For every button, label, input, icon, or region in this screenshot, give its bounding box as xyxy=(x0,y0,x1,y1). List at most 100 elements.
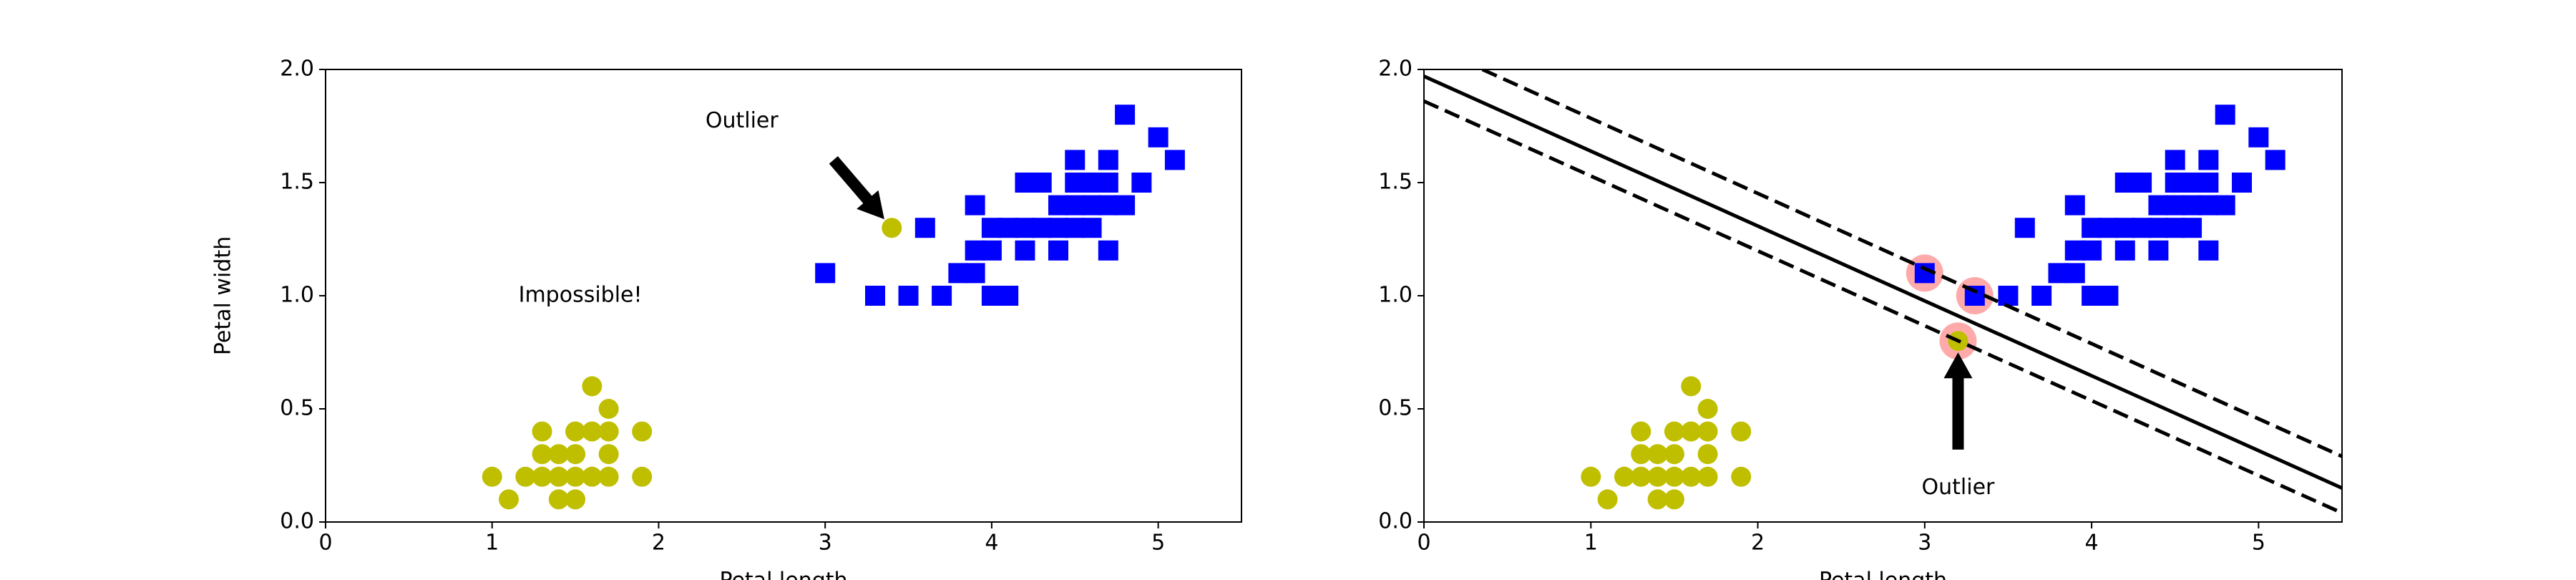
x-tick-label: 2 xyxy=(652,531,665,556)
y-tick-label: 0.0 xyxy=(1378,509,1413,534)
point xyxy=(2215,195,2235,216)
point xyxy=(898,286,919,306)
point xyxy=(1015,240,1035,261)
point xyxy=(565,444,586,465)
annotation: Outlier xyxy=(1922,475,1996,500)
point xyxy=(565,489,586,510)
point xyxy=(582,421,602,442)
point xyxy=(2265,150,2285,170)
y-tick-label: 1.0 xyxy=(1378,283,1413,308)
point xyxy=(998,286,1019,306)
point xyxy=(1065,150,1085,170)
plot-area xyxy=(482,105,1185,510)
point xyxy=(2098,286,2119,306)
point xyxy=(499,489,519,510)
point xyxy=(1098,150,1118,170)
y-tick-label: 2.0 xyxy=(1378,57,1413,82)
x-axis-label: Petal length xyxy=(1819,569,1947,580)
point xyxy=(2148,240,2169,261)
point xyxy=(1664,421,1684,442)
annotation: Impossible! xyxy=(519,283,643,308)
point xyxy=(1681,466,1702,487)
y-axis-label: Petal width xyxy=(211,236,236,355)
point xyxy=(1681,376,1702,397)
point xyxy=(2248,127,2269,148)
annotation-arrow xyxy=(1943,352,1973,450)
x-tick-label: 5 xyxy=(1151,531,1165,556)
point xyxy=(482,466,502,487)
axes-frame xyxy=(325,69,1242,523)
point xyxy=(1697,444,1718,465)
point xyxy=(1164,150,1185,170)
point xyxy=(532,444,552,465)
y-tick-label: 2.0 xyxy=(280,57,314,82)
point xyxy=(1647,466,1668,487)
point xyxy=(1098,173,1118,193)
point xyxy=(1048,240,1068,261)
margin-line xyxy=(1424,99,2342,515)
point xyxy=(565,421,586,442)
point xyxy=(1664,444,1684,465)
annotation-arrow xyxy=(829,156,884,220)
point xyxy=(865,286,885,306)
x-tick-label: 4 xyxy=(2085,531,2099,556)
x-tick-label: 3 xyxy=(819,531,832,556)
point xyxy=(2064,195,2085,216)
y-tick-label: 1.5 xyxy=(280,170,314,195)
point xyxy=(1681,421,1702,442)
point xyxy=(965,263,985,284)
point xyxy=(1647,444,1668,465)
point xyxy=(598,466,619,487)
axes-frame xyxy=(1423,69,2343,523)
point xyxy=(1115,105,1136,125)
x-tick-label: 1 xyxy=(1584,531,1598,556)
x-tick-label: 3 xyxy=(1918,531,1931,556)
x-tick-label: 1 xyxy=(485,531,499,556)
point xyxy=(2132,173,2152,193)
x-tick-label: 2 xyxy=(1751,531,1765,556)
point xyxy=(2198,150,2219,170)
point xyxy=(932,286,952,306)
point xyxy=(2064,263,2085,284)
point xyxy=(1697,399,1718,419)
point xyxy=(548,444,569,465)
point xyxy=(2082,240,2102,261)
point xyxy=(1148,127,1169,148)
point xyxy=(1115,195,1136,216)
point xyxy=(1131,173,1152,193)
point xyxy=(2198,240,2219,261)
point xyxy=(2031,286,2052,306)
point xyxy=(1098,240,1118,261)
point xyxy=(1631,466,1652,487)
point xyxy=(2165,150,2185,170)
point xyxy=(2182,218,2202,238)
point xyxy=(1697,466,1718,487)
plot-area xyxy=(1424,69,2342,515)
point xyxy=(2215,105,2235,125)
point xyxy=(1614,466,1634,487)
point xyxy=(548,489,569,510)
point xyxy=(1031,173,1052,193)
x-tick-label: 5 xyxy=(2252,531,2265,556)
point xyxy=(598,444,619,465)
point xyxy=(1998,286,2019,306)
point xyxy=(2198,173,2219,193)
point xyxy=(914,218,935,238)
y-tick-label: 1.5 xyxy=(1378,170,1413,195)
point xyxy=(1664,466,1684,487)
point xyxy=(1081,218,1102,238)
point xyxy=(532,466,552,487)
point xyxy=(632,421,653,442)
subplot: 0 1 2 3 4 5 0.0 0.5 1.0 1.5 2.0 Petal width Petal le… xyxy=(211,57,1242,580)
point xyxy=(582,376,602,397)
y-tick-label: 0.5 xyxy=(280,396,314,421)
margin-line xyxy=(1481,69,2342,458)
point xyxy=(565,466,586,487)
point xyxy=(1664,489,1684,510)
y-tick-label: 0.0 xyxy=(280,509,314,534)
point xyxy=(632,466,653,487)
decision-boundary xyxy=(1424,74,2342,490)
x-tick-label: 0 xyxy=(1417,531,1430,556)
point xyxy=(598,421,619,442)
